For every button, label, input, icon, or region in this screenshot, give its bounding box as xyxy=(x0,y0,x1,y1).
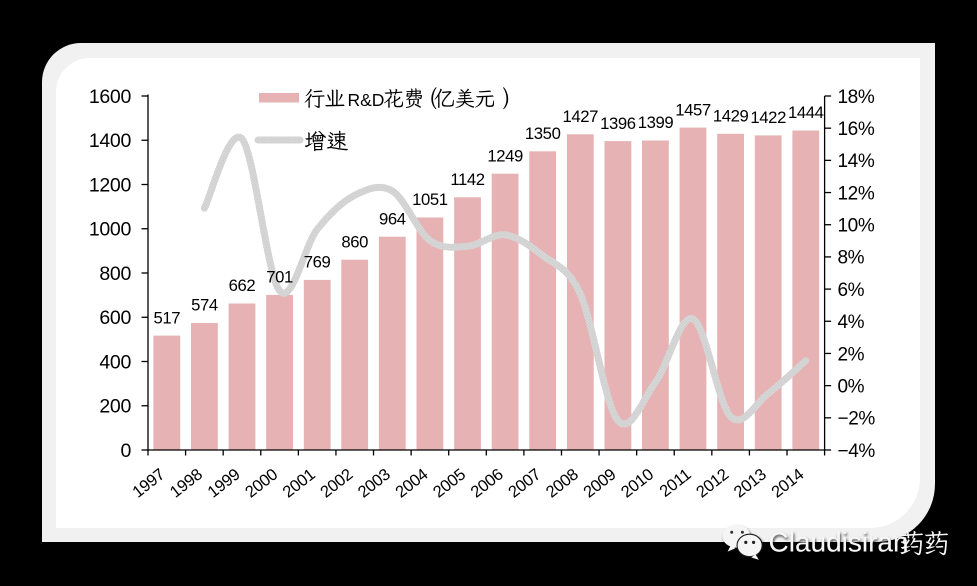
svg-text:6%: 6% xyxy=(838,280,865,301)
svg-text:1000: 1000 xyxy=(89,219,132,241)
svg-text:517: 517 xyxy=(153,308,180,327)
svg-text:14%: 14% xyxy=(838,151,875,172)
svg-text:860: 860 xyxy=(341,232,368,251)
svg-text:1400: 1400 xyxy=(89,130,132,152)
svg-text:574: 574 xyxy=(191,296,218,315)
svg-text:1600: 1600 xyxy=(89,86,132,108)
svg-text:1142: 1142 xyxy=(450,170,484,189)
svg-text:12%: 12% xyxy=(838,183,875,204)
svg-text:800: 800 xyxy=(99,263,131,285)
svg-text:1051: 1051 xyxy=(412,190,448,209)
svg-text:−2%: −2% xyxy=(838,409,876,430)
svg-text:2%: 2% xyxy=(838,344,865,365)
svg-text:1444: 1444 xyxy=(788,103,824,122)
svg-text:1249: 1249 xyxy=(487,146,523,165)
svg-text:1427: 1427 xyxy=(563,107,599,126)
svg-text:0: 0 xyxy=(120,440,131,462)
svg-text:964: 964 xyxy=(379,209,406,228)
svg-text:8%: 8% xyxy=(838,248,865,269)
svg-text:1457: 1457 xyxy=(675,100,711,119)
svg-text:R&D: R&D xyxy=(348,90,385,110)
svg-text:18%: 18% xyxy=(838,87,875,108)
svg-text:200: 200 xyxy=(99,396,131,418)
svg-text:4%: 4% xyxy=(838,312,865,333)
svg-text:1350: 1350 xyxy=(525,124,561,143)
svg-text:0%: 0% xyxy=(838,376,865,397)
svg-text:1396: 1396 xyxy=(600,114,636,133)
svg-text:600: 600 xyxy=(99,307,131,329)
svg-text:16%: 16% xyxy=(838,119,875,140)
svg-text:1200: 1200 xyxy=(89,174,132,196)
svg-text:662: 662 xyxy=(229,276,256,295)
svg-text:Claudisiran: Claudisiran xyxy=(769,527,909,558)
svg-text:769: 769 xyxy=(304,253,331,272)
svg-text:10%: 10% xyxy=(838,216,875,237)
svg-text:701: 701 xyxy=(266,268,293,287)
svg-text:1429: 1429 xyxy=(713,107,749,126)
svg-text:1399: 1399 xyxy=(638,113,674,132)
svg-text:400: 400 xyxy=(99,351,131,373)
svg-text:1422: 1422 xyxy=(750,108,786,127)
svg-text:−4%: −4% xyxy=(838,441,876,462)
